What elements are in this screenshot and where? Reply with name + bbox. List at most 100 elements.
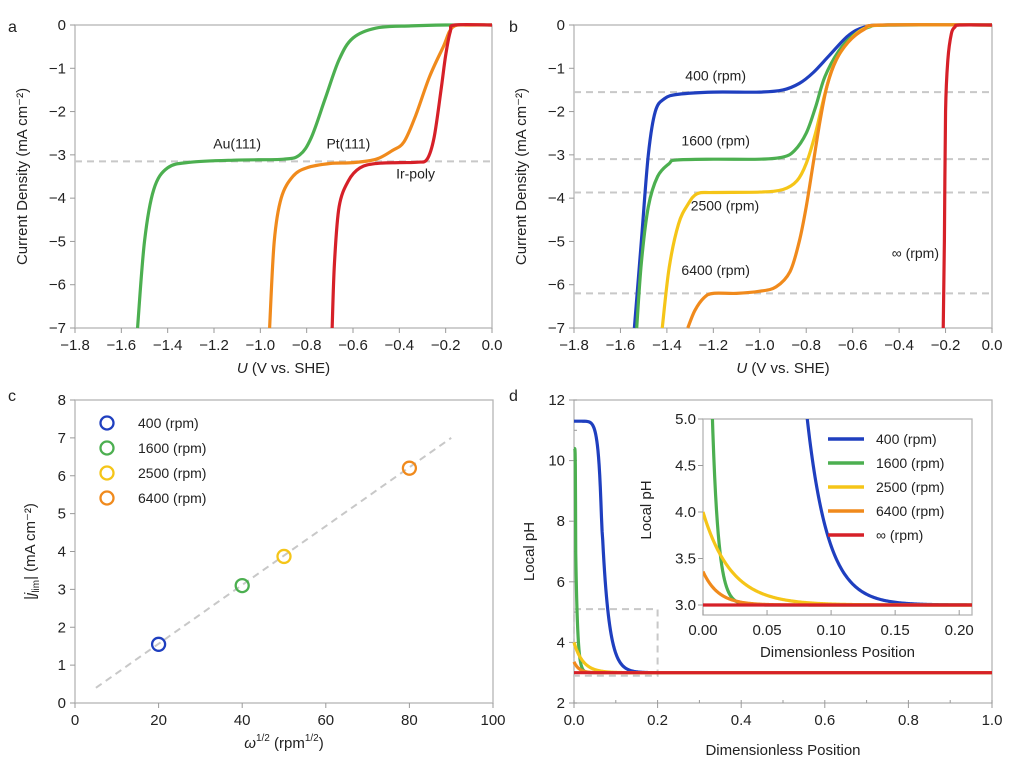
legend-label: 6400 (rpm) [138, 490, 206, 506]
inset-chart: 0.00 0.05 0.10 0.15 0.20 3.0 3.5 4.0 4.5 5.0 400 (… [638, 409, 982, 665]
x-tick-label: −0.6 [338, 337, 368, 354]
inset-y-tick-label: 3.0 [675, 597, 696, 614]
x-tick-label: 0.8 [898, 712, 919, 729]
y-tick-label: 2 [58, 619, 66, 636]
inset-legend-label: 2500 (rpm) [876, 479, 944, 495]
inset-legend-label: ∞ (rpm) [876, 527, 923, 543]
x-tick-label: 0.2 [647, 712, 668, 729]
y-tick-label: 1 [58, 657, 66, 674]
legend-marker [99, 440, 115, 456]
y-axis-label-sub: lim [31, 580, 42, 593]
y-tick-label: −5 [548, 233, 565, 250]
x-tick-label: −1.4 [153, 337, 183, 354]
inset-y-tick-label: 3.5 [675, 551, 696, 568]
y-tick-label: −6 [548, 277, 565, 294]
panel-c-chart: 0 20 40 60 80 100 0 1 2 3 4 5 6 7 8 400 (rpm) 1600 (rpm)… [22, 392, 506, 752]
y-tick-label: −6 [49, 277, 66, 294]
panel-a-chart: −1.8 −1.6 −1.4 −1.2 −1.0 −0.8 −0.6 −0.4 −0.2 0.0 0… [14, 17, 502, 377]
y-tick-label: −3 [548, 147, 565, 164]
y-tick-label: 6 [58, 468, 66, 485]
y-tick-label: 3 [58, 581, 66, 598]
inset-x-tick-label: 0.10 [816, 622, 845, 639]
inset-legend-label: 1600 (rpm) [876, 455, 944, 471]
legend-label: 1600 (rpm) [138, 440, 206, 456]
legend-marker [99, 465, 115, 481]
inset-y-axis-label: Local pH [638, 480, 655, 539]
plot-frame [573, 24, 993, 329]
series-curve--rpm- [941, 23, 993, 329]
x-tick-label: 0.4 [731, 712, 752, 729]
y-tick-label: 7 [58, 430, 66, 447]
series-curve-au-111- [135, 23, 493, 329]
y-tick-label: 0 [557, 17, 565, 34]
y-tick-label: 0 [58, 17, 66, 34]
curve-annotation: Ir-poly [396, 166, 435, 182]
data-point-2500 [276, 548, 292, 565]
y-tick-label: −7 [49, 320, 66, 337]
y-tick-label: 0 [58, 695, 66, 712]
x-axis-label-units: (V vs. SHE) [747, 360, 830, 377]
curve-annotation: Au(111) [213, 135, 261, 151]
x-tick-label: −1.2 [199, 337, 229, 354]
inset-y-tick-label: 4.5 [675, 458, 696, 475]
x-tick-label: −1.0 [745, 337, 775, 354]
panel-b-chart: −1.8 −1.6 −1.4 −1.2 −1.0 −0.8 −0.6 −0.4 −0.2 0.0 0… [513, 17, 1002, 377]
y-tick-label: −2 [49, 104, 66, 121]
curve-annotation: ∞ (rpm) [892, 245, 939, 261]
y-axis-label-bar: | [22, 596, 39, 600]
x-tick-label: 0.0 [982, 337, 1003, 354]
x-tick-label: 0 [71, 712, 79, 729]
data-point-1600 [234, 577, 250, 594]
legend-label: 400 (rpm) [138, 415, 199, 431]
y-tick-label: 4 [557, 634, 565, 651]
x-axis-label: U (V vs. SHE) [736, 360, 829, 377]
inset-legend-label: 400 (rpm) [876, 431, 937, 447]
plot-frame [74, 24, 493, 329]
inset-x-tick-label: 0.00 [688, 622, 717, 639]
x-tick-label: −1.0 [246, 337, 276, 354]
curve-annotation: 6400 (rpm) [681, 262, 749, 278]
y-tick-label: 12 [548, 392, 565, 409]
x-tick-label: 100 [480, 712, 505, 729]
inset-x-tick-label: 0.05 [752, 622, 781, 639]
y-tick-label: 8 [58, 392, 66, 409]
y-tick-label: 6 [557, 574, 565, 591]
x-tick-label: −1.2 [699, 337, 729, 354]
x-axis-label-symbol: U [237, 360, 248, 377]
inset-x-tick-label: 0.15 [881, 622, 910, 639]
x-axis-label-units: (V vs. SHE) [248, 360, 331, 377]
inset-x-axis-label: Dimensionless Position [760, 644, 915, 661]
x-tick-label: −1.6 [107, 337, 137, 354]
x-tick-label: 1.0 [982, 712, 1003, 729]
curve-annotation: 400 (rpm) [685, 67, 746, 83]
x-axis-label: Dimensionless Position [705, 742, 860, 759]
y-tick-label: −7 [548, 320, 565, 337]
y-tick-label: 8 [557, 513, 565, 530]
y-axis-label-j: j [22, 592, 39, 598]
linear-fit-dashed-line [95, 437, 452, 689]
x-tick-label: −0.6 [838, 337, 868, 354]
x-tick-label: 60 [317, 712, 334, 729]
curve-annotation: 1600 (rpm) [681, 132, 749, 148]
y-axis-label-units: | (mA cm⁻²) [22, 503, 39, 580]
series-curve-6400-rpm- [686, 23, 993, 329]
series-curve-ir-poly [330, 22, 493, 329]
panel-label-d: d [509, 388, 518, 405]
panel-label-b: b [509, 19, 518, 36]
x-tick-label: −1.6 [606, 337, 636, 354]
y-axis-label: Current Density (mA cm⁻²) [14, 88, 31, 265]
inset-x-tick-label: 0.20 [945, 622, 974, 639]
y-axis-label: |jlim| (mA cm⁻²) [22, 503, 42, 600]
x-axis-label-omega: ω [244, 735, 256, 752]
y-axis-label: Local pH [521, 522, 538, 581]
panel-d-chart: 0.0 0.2 0.4 0.6 0.8 1.0 2 4 6 8 10 12 Dimensionless … [521, 392, 1003, 759]
x-tick-label: 40 [234, 712, 251, 729]
inset-curves [703, 419, 972, 607]
x-axis-label-units: (rpm [270, 735, 305, 752]
x-tick-label: 0.0 [564, 712, 585, 729]
series-curve-pt-111- [268, 23, 493, 329]
legend-marker [99, 415, 115, 431]
legend-label: 2500 (rpm) [138, 465, 206, 481]
x-tick-label: −1.4 [652, 337, 682, 354]
